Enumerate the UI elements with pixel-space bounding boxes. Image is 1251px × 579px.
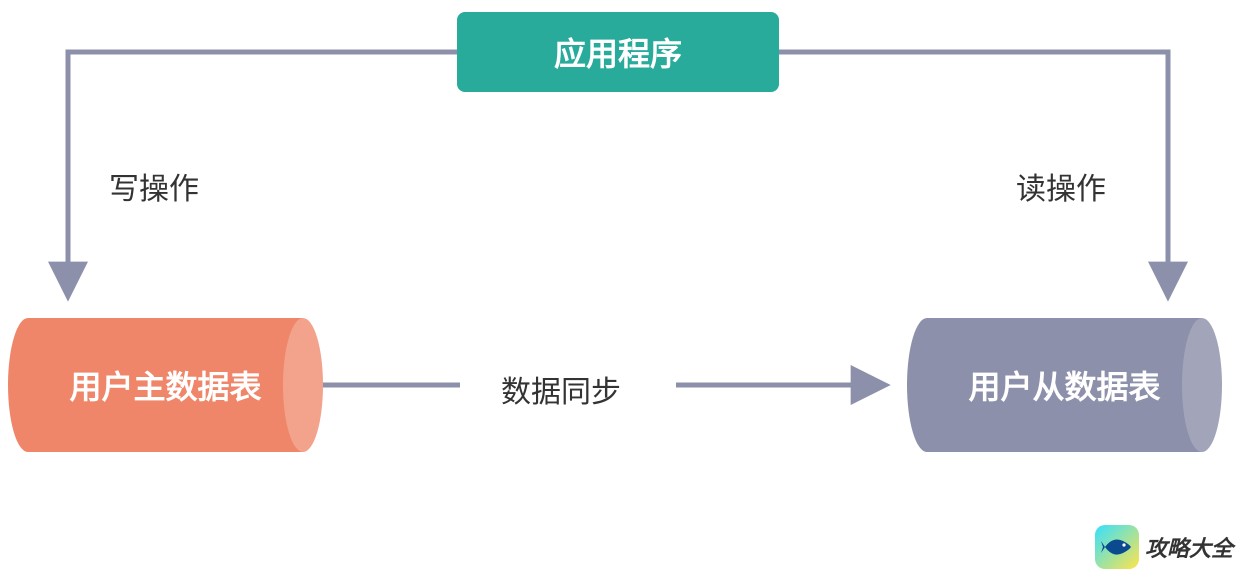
watermark-text: 攻略大全	[1145, 531, 1233, 563]
node-app: 应用程序	[457, 12, 779, 92]
edge-sync-label: 数据同步	[501, 367, 621, 411]
watermark: 攻略大全	[1095, 525, 1233, 569]
node-slave-label: 用户从数据表	[968, 362, 1160, 408]
edge-write-label: 写操作	[109, 164, 199, 208]
node-master-label: 用户主数据表	[69, 362, 261, 408]
edge-read	[779, 52, 1168, 295]
node-slave: 用户从数据表	[907, 318, 1222, 452]
node-master: 用户主数据表	[8, 318, 323, 452]
diagram-canvas: 应用程序 用户主数据表 用户从数据表 写操作 读操作 数据同步 攻略大全	[0, 0, 1251, 579]
watermark-fish-icon	[1095, 525, 1139, 569]
edge-read-label: 读操作	[1016, 164, 1106, 208]
node-app-label: 应用程序	[554, 29, 682, 75]
